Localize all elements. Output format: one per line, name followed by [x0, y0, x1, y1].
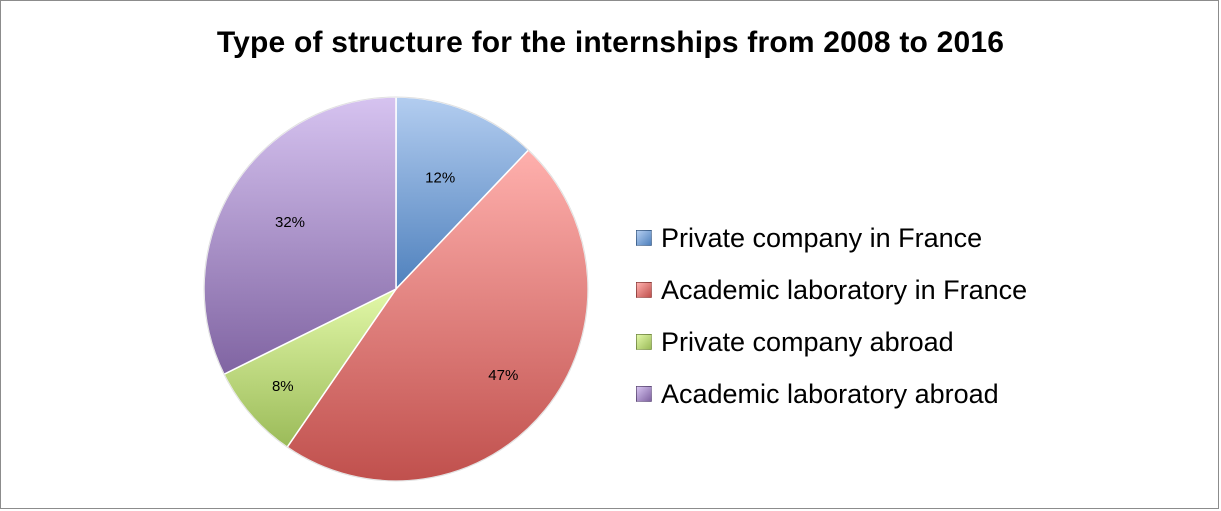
pie-slice-private-company-in-france: [395, 96, 530, 291]
slice-percent-label: 8%: [272, 378, 294, 395]
legend-label: Private company abroad: [661, 326, 954, 357]
legend-swatch: [636, 386, 652, 402]
pie-slice-academic-laboratory-in-france: [286, 148, 589, 482]
pie-slices: [203, 96, 589, 482]
legend-item-private-company-abroad: Private company abroad: [636, 316, 1027, 368]
pie-slice-academic-laboratory-abroad: [203, 96, 397, 376]
legend-item-private-company-in-france: Private company in France: [636, 212, 1027, 264]
chart-title: Type of structure for the internships fr…: [216, 26, 1005, 59]
legend-swatch: [636, 282, 652, 298]
slice-percent-label: 32%: [275, 214, 305, 231]
pie-slice-private-company-abroad: [222, 287, 399, 449]
legend-swatch: [636, 334, 652, 350]
legend-label: Academic laboratory in France: [661, 274, 1028, 305]
legend-label: Academic laboratory abroad: [661, 378, 999, 409]
slice-percent-label: 12%: [425, 169, 455, 186]
legend-item-academic-laboratory-in-france: Academic laboratory in France: [636, 264, 1027, 316]
pie-labels: 12% 47% 8% 32%: [272, 169, 518, 395]
legend-swatch: [636, 230, 652, 246]
slice-percent-label: 47%: [488, 367, 518, 384]
pie-outline: [203, 96, 589, 482]
legend-label: Private company in France: [661, 222, 983, 253]
legend: Private company in France Academic labor…: [636, 212, 1027, 420]
legend-item-academic-laboratory-abroad: Academic laboratory abroad: [636, 368, 1027, 420]
